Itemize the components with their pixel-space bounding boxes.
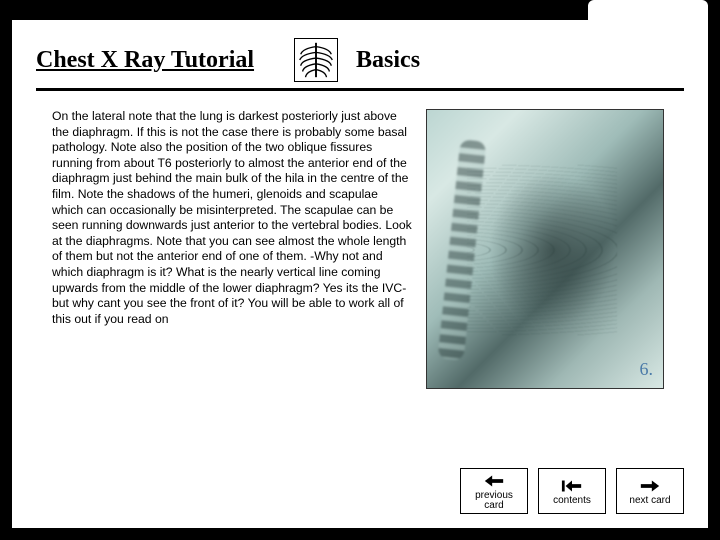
ribcage-icon	[294, 38, 338, 82]
nav-bar: previous card contents next card	[460, 468, 684, 514]
next-card-button[interactable]: next card	[616, 468, 684, 514]
slide-card: Chest X Ray Tutorial Basics On the later…	[12, 20, 708, 528]
contents-button[interactable]: contents	[538, 468, 606, 514]
arrow-left-icon	[483, 473, 505, 489]
content-row: On the lateral note that the lung is dar…	[12, 91, 708, 389]
xray-image: 6.	[426, 109, 664, 389]
page-title-right: Basics	[356, 47, 420, 74]
corner-tab	[588, 0, 708, 28]
body-text: On the lateral note that the lung is dar…	[52, 109, 412, 389]
header-row: Chest X Ray Tutorial Basics	[12, 20, 708, 82]
page-title-left: Chest X Ray Tutorial	[36, 47, 254, 74]
xray-slide-number: 6.	[640, 359, 654, 380]
xray-ribs-shadow	[467, 165, 617, 335]
arrow-left-bar-icon	[561, 478, 583, 494]
nav-contents-label: contents	[553, 496, 591, 507]
arrow-right-icon	[639, 478, 661, 494]
nav-next-label: next card	[629, 496, 670, 507]
previous-card-button[interactable]: previous card	[460, 468, 528, 514]
nav-prev-label-2: card	[484, 501, 503, 512]
